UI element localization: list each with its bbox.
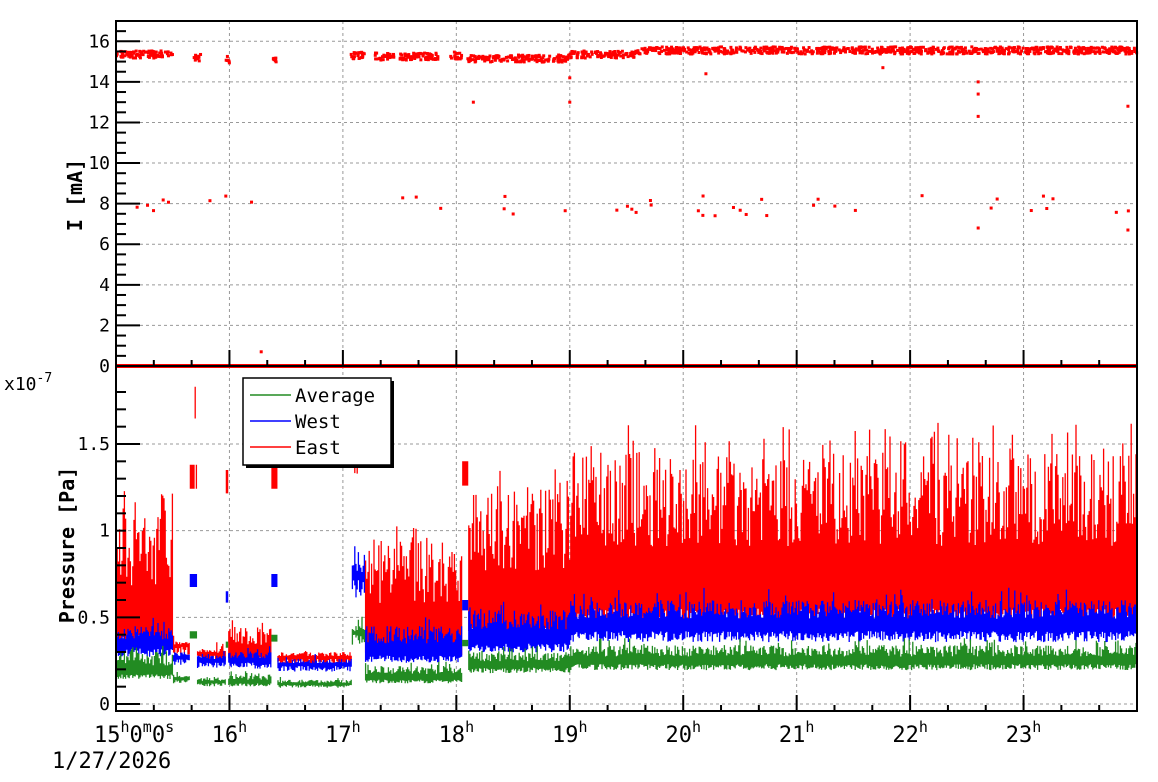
y-tick-label: 1.5 xyxy=(77,434,110,455)
y-tick-label: 8 xyxy=(99,194,110,215)
y-tick-label: 14 xyxy=(88,72,110,93)
legend-label-east: East xyxy=(295,437,341,459)
y-tick-label: 4 xyxy=(99,275,110,296)
y-tick-label: 12 xyxy=(88,112,110,133)
x-tick-label: 18h xyxy=(439,718,475,748)
current-plot-frame xyxy=(115,20,1138,367)
x-tick-label: 15h0m0s xyxy=(94,718,174,748)
x-tick-label: 17h xyxy=(325,718,361,748)
legend-label-west: West xyxy=(295,411,341,433)
pressure-y-axis-title: Pressure [Pa] xyxy=(55,467,79,624)
current-y-axis: 0 2 4 6 8 10 12 14 16 xyxy=(88,30,140,377)
y-tick-label: 2 xyxy=(99,315,110,336)
y-tick-label: 1 xyxy=(99,521,110,542)
x-tick-label: 22h xyxy=(892,718,928,748)
x-tick-label: 23h xyxy=(1006,718,1042,748)
y-tick-label: 10 xyxy=(88,153,110,174)
x-tick-label: 20h xyxy=(665,718,701,748)
y-tick-label: 16 xyxy=(88,31,110,52)
y-tick-label: 0 xyxy=(99,356,110,377)
current-plot-grid xyxy=(116,21,1137,366)
pressure-plot-frame xyxy=(115,365,1138,712)
pressure-y-axis: 0 0.5 1 1.5 xyxy=(77,391,140,715)
y-tick-label: 0.5 xyxy=(77,607,110,628)
y-tick-label: 0 xyxy=(99,694,110,715)
y-tick-label: 6 xyxy=(99,234,110,255)
legend-label-average: Average xyxy=(295,385,375,407)
pressure-multiplier-label: x10-7 xyxy=(4,371,52,395)
legend: Average West East xyxy=(242,377,394,468)
x-tick-label: 21h xyxy=(779,718,815,748)
x-tick-label: 19h xyxy=(552,718,588,748)
current-scatter-series xyxy=(115,45,1139,368)
time-x-axis: 15h0m0s 16h 17h 18h 19h 20h 21h 22h 23h xyxy=(94,350,1138,748)
date-label: 1/27/2026 xyxy=(52,749,171,774)
current-y-axis-title: I [mA] xyxy=(63,159,87,231)
x-tick-label: 16h xyxy=(212,718,248,748)
